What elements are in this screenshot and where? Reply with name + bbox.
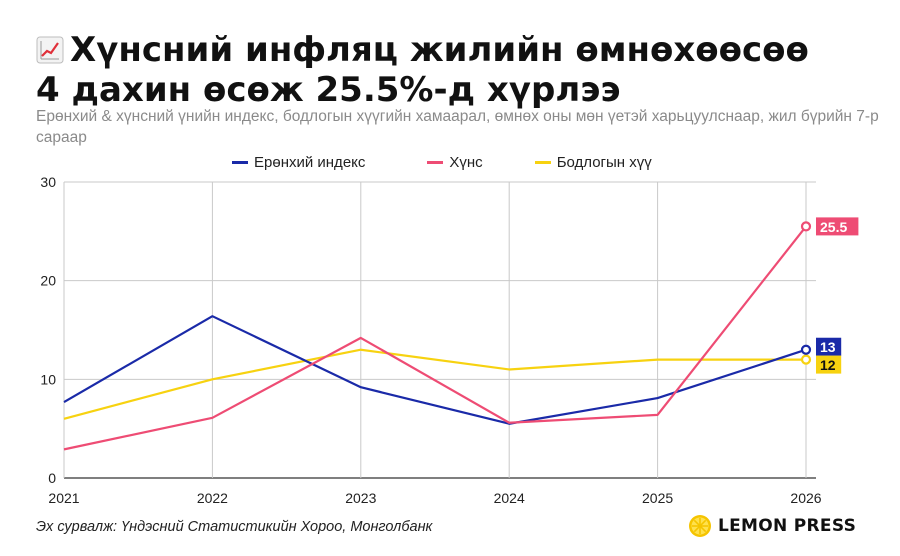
y-tick-label: 30	[40, 174, 56, 190]
title-text-1: Хүнсний инфляц жилийн өмнөхөөсөө	[70, 30, 809, 70]
end-label-badge-0	[816, 337, 842, 356]
legend-swatch-food	[427, 160, 444, 164]
legend-item-general: Ерөнхий индекс	[232, 152, 365, 172]
legend-swatch-policy	[534, 160, 551, 164]
series-line-2	[63, 348, 806, 420]
end-label-badge-2	[816, 355, 842, 374]
legend-label-general: Ерөнхий индекс	[254, 153, 366, 171]
chart-increasing-icon	[36, 33, 64, 64]
end-point-marker-0	[800, 344, 812, 355]
end-label-badge-1	[816, 217, 859, 236]
brand-name: LEMON PRESS	[718, 516, 857, 536]
legend-item-food: Хүнс	[427, 152, 483, 172]
chart-legend: Ерөнхий индекс Хүнс Бодлогын хүү	[232, 152, 652, 172]
page-title-line-2: 4 дахин өсөж 25.5%-д хүрлээ	[36, 70, 621, 110]
y-tick-label: 20	[40, 273, 56, 289]
source-note: Эх сурвалж: Үндэсний Статистикийн Хороо,…	[36, 519, 433, 535]
y-tick-label: 0	[48, 470, 56, 486]
title-block: Хүнсний инфляц жилийн өмнөхөөсөө 4 дахин…	[36, 30, 886, 110]
series-line-0	[63, 315, 807, 425]
x-tick-label: 2022	[197, 490, 228, 506]
x-tick-label: 2023	[345, 490, 376, 506]
subtitle: Ерөнхий & хүнсний үнийн индекс, бодлогын…	[36, 108, 879, 146]
end-value-label-1: 25.5	[820, 219, 847, 235]
series-line-1	[63, 225, 807, 451]
x-tick-label: 2024	[494, 490, 525, 506]
x-tick-label: 2021	[48, 490, 79, 506]
x-tick-label: 2026	[790, 490, 821, 506]
brand-logo: LEMON PRESS	[688, 514, 856, 538]
legend-swatch-general	[232, 160, 248, 164]
end-value-label-2: 12	[820, 357, 836, 373]
end-point-marker-1	[800, 221, 812, 232]
lemon-slice-icon	[689, 515, 711, 537]
page-title-line-1: Хүнсний инфляц жилийн өмнөхөөсөө	[36, 30, 886, 70]
end-value-label-0: 13	[820, 339, 836, 355]
legend-label-policy: Бодлогын хүү	[556, 153, 652, 171]
legend-item-policy: Бодлогын хүү	[534, 152, 652, 172]
legend-label-food: Хүнс	[449, 153, 483, 171]
y-tick-label: 10	[40, 371, 56, 387]
x-tick-label: 2025	[642, 490, 673, 506]
end-point-marker-2	[800, 354, 812, 365]
